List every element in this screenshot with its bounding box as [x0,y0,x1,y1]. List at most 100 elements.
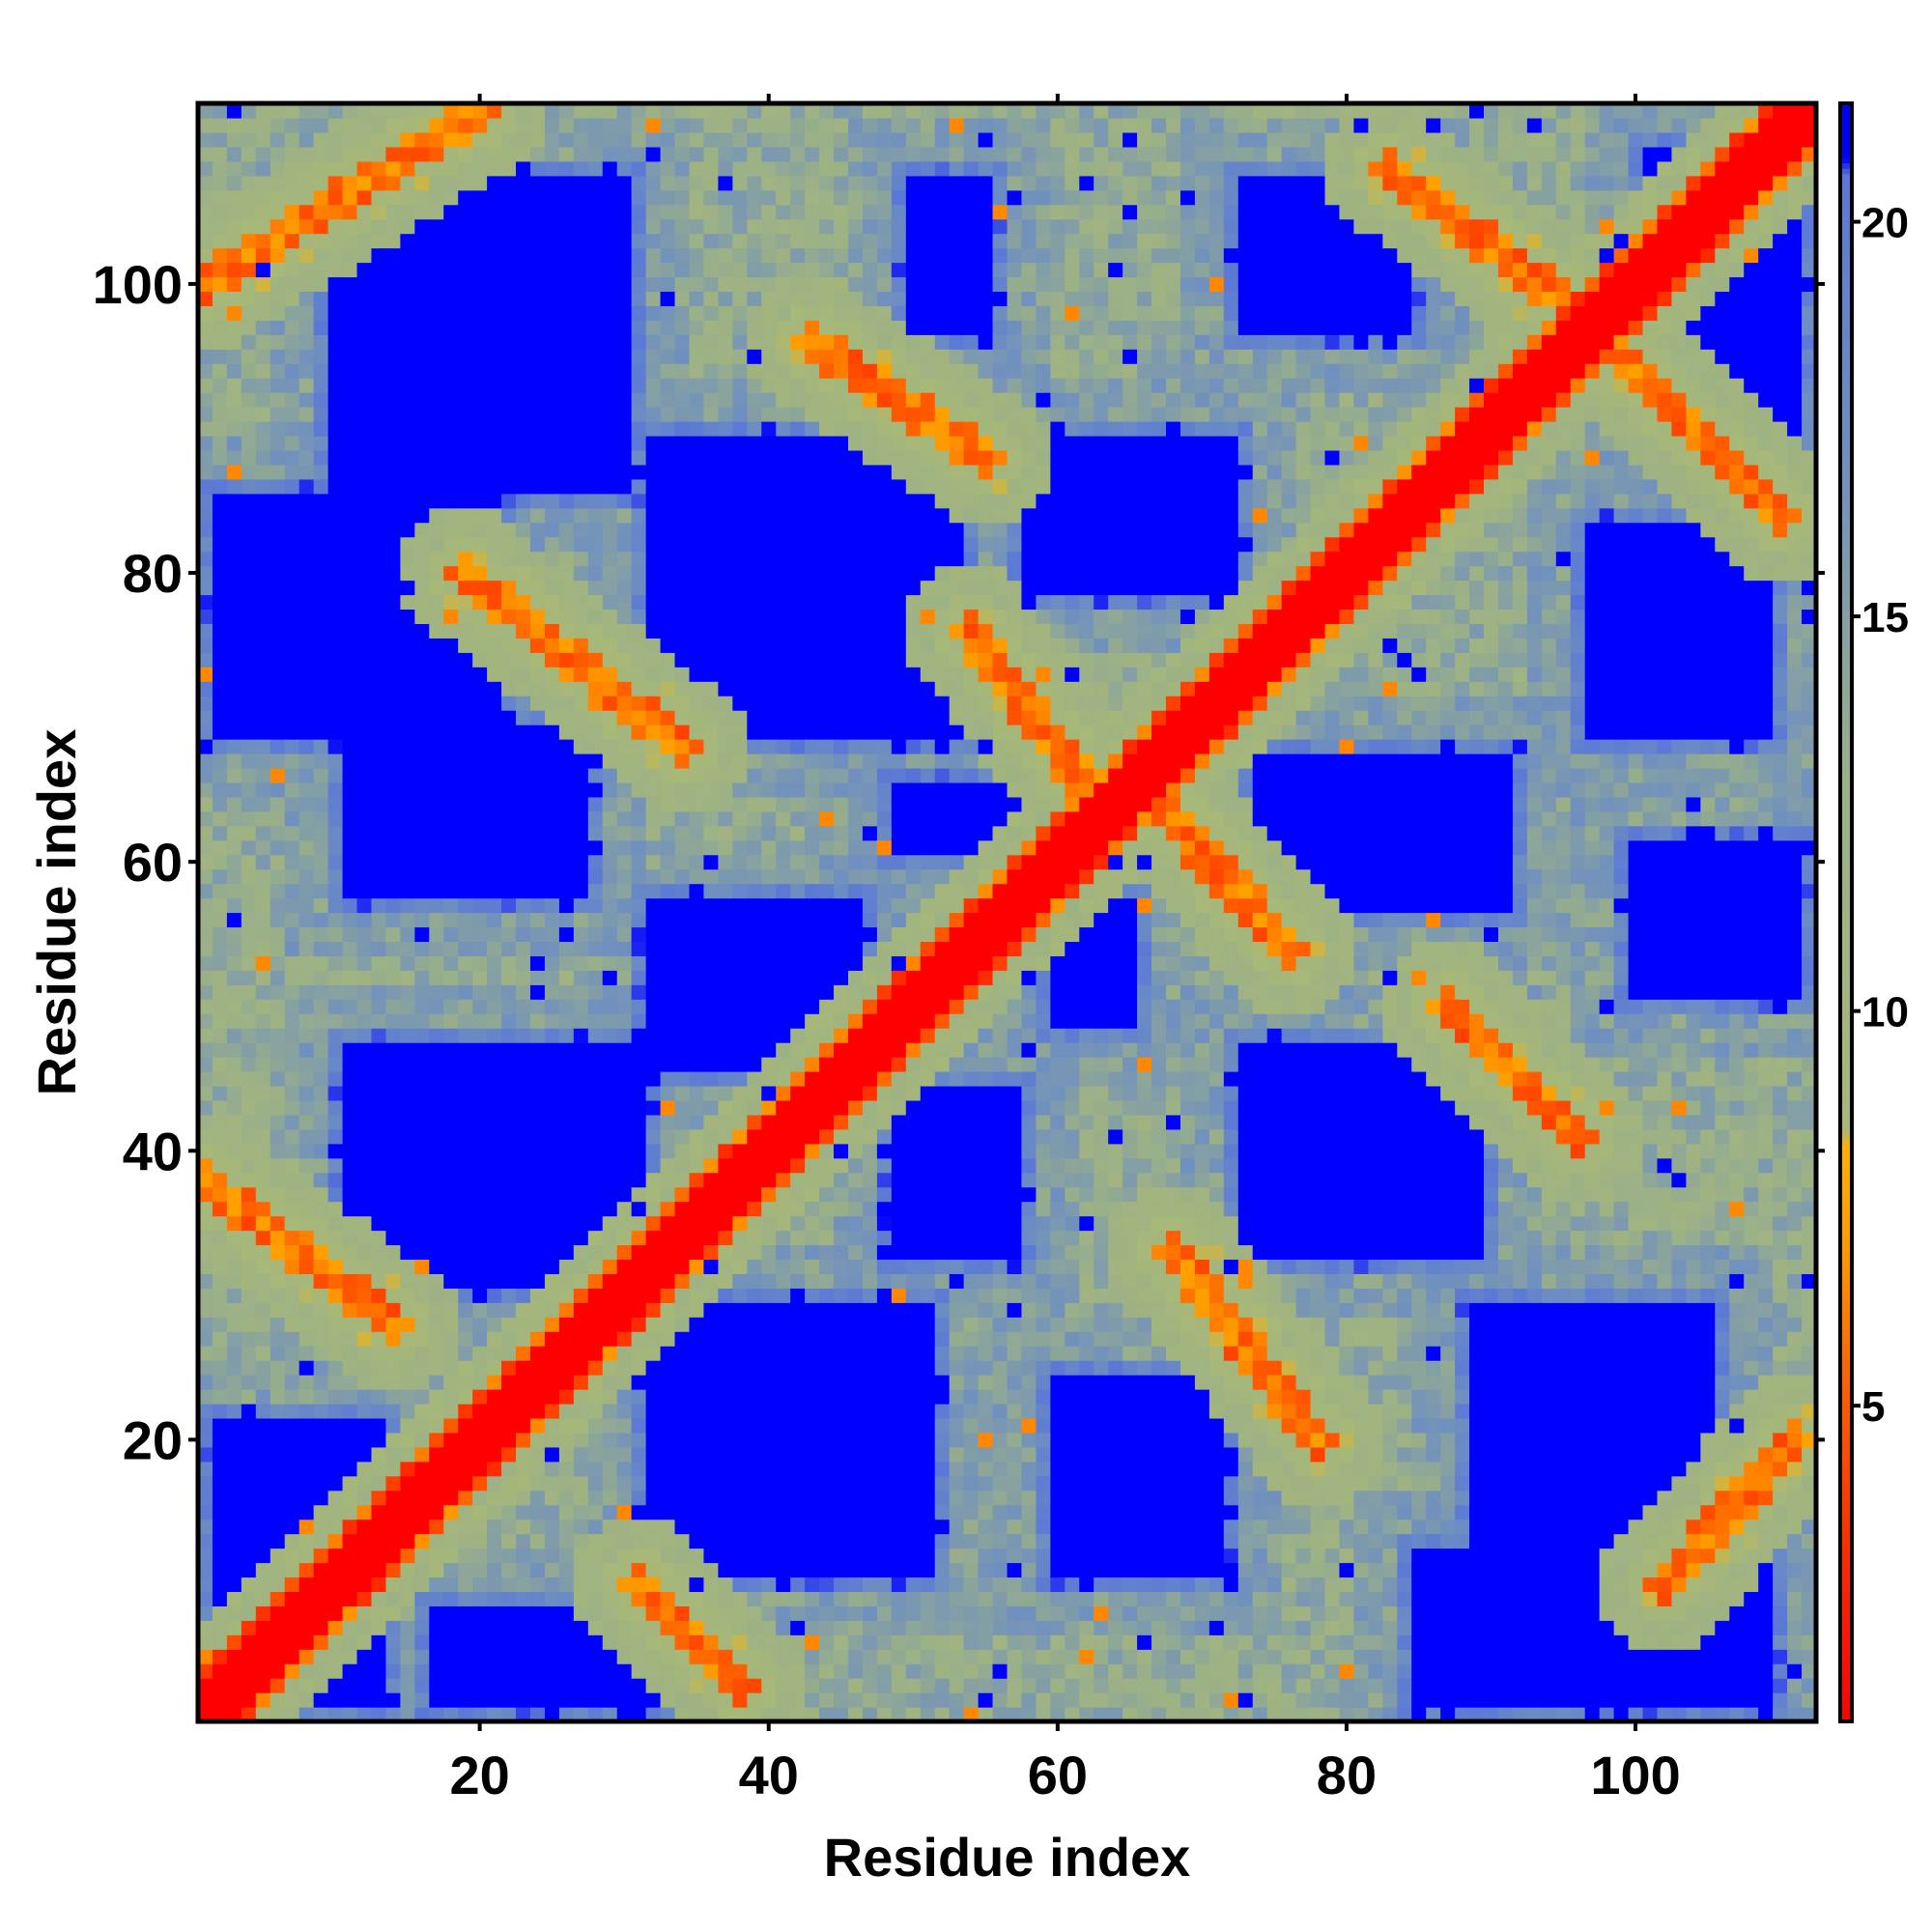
heatmap-cell [732,421,748,437]
heatmap-cell [645,522,662,538]
heatmap-cell [616,103,633,119]
heatmap-cell [356,320,373,335]
heatmap-cell [631,1013,647,1029]
heatmap-cell [776,810,791,827]
heatmap-cell [544,1057,560,1072]
heatmap-cell [255,1446,271,1463]
heatmap-cell [414,522,430,538]
heatmap-cell [790,305,806,321]
heatmap-cell [284,652,300,668]
heatmap-cell [371,1490,387,1506]
heatmap-cell [718,1678,733,1693]
heatmap-cell [371,1461,387,1477]
heatmap-cell [529,1417,546,1434]
heatmap-cell [371,955,387,971]
heatmap-cell [327,478,344,495]
heatmap-cell [616,609,633,624]
heatmap-cell [198,724,213,740]
heatmap-cell [255,160,271,177]
heatmap-cell [703,247,719,264]
heatmap-cell [443,1446,459,1463]
heatmap-cell [284,897,300,914]
heatmap-cell [298,1042,315,1058]
heatmap-cell [270,204,286,220]
heatmap-cell [602,435,618,451]
heatmap-cell [616,1302,633,1318]
heatmap-cell [573,276,589,293]
heatmap-cell [371,1475,387,1492]
heatmap-cell [356,1403,373,1419]
heatmap-cell [356,407,373,422]
heatmap-cell [747,1577,762,1593]
heatmap-cell [631,378,647,393]
heatmap-cell [790,1331,806,1347]
heatmap-cell [660,1346,676,1361]
heatmap-cell [241,1057,257,1072]
heatmap-cell [747,1013,762,1029]
heatmap-cell [270,1013,286,1029]
heatmap-cell [718,710,733,725]
heatmap-cell [558,146,575,162]
heatmap-cell [718,1028,733,1043]
heatmap-cell [371,160,387,177]
heatmap-cell [660,218,676,235]
heatmap-cell [790,1490,806,1506]
heatmap-cell [761,710,777,725]
heatmap-cell [516,320,531,335]
heatmap-cell [487,565,502,582]
heatmap-cell [805,839,820,856]
heatmap-cell [631,1620,647,1635]
heatmap-cell [472,1548,488,1564]
heatmap-cell [198,464,213,480]
heatmap-cell [284,781,300,798]
heatmap-cell [212,378,228,393]
heatmap-cell [241,970,257,985]
heatmap-cell [631,1114,647,1130]
heatmap-cell [212,825,228,841]
heatmap-cell [284,320,300,335]
heatmap-cell [703,1591,719,1606]
heatmap-cell [631,276,647,293]
heatmap-cell [516,565,531,582]
heatmap-cell [356,1446,373,1463]
heatmap-cell [501,565,517,582]
heatmap-cell [587,1649,604,1664]
heatmap-cell [776,999,791,1014]
heatmap-cell [805,984,820,1000]
heatmap-cell [516,305,531,321]
heatmap-cell [472,1201,488,1217]
heatmap-cell [602,146,618,162]
heatmap-cell [472,449,488,466]
heatmap-cell [443,131,459,148]
heatmap-cell [458,334,473,350]
heatmap-cell [587,1230,604,1246]
heatmap-cell [443,1259,459,1274]
heatmap-cell [703,767,719,783]
heatmap-cell [472,854,488,870]
heatmap-cell [805,1317,820,1332]
heatmap-cell [414,1346,430,1361]
heatmap-cell [776,1259,791,1274]
heatmap-cell [298,131,315,148]
heatmap-cell [270,1605,286,1621]
heatmap-cell [313,984,329,1000]
heatmap-cell [674,753,691,769]
heatmap-cell [747,1057,762,1072]
heatmap-cell [241,868,257,885]
heatmap-cell [458,1360,473,1376]
heatmap-cell [443,1417,459,1434]
heatmap-cell [529,1620,546,1635]
heatmap-cell [674,565,691,582]
heatmap-cell [241,131,257,148]
heatmap-cell [645,767,662,783]
heatmap-cell [689,1692,705,1708]
heatmap-cell [544,724,560,740]
heatmap-cell [616,1360,633,1376]
heatmap-cell [501,1620,517,1635]
heatmap-cell [472,696,488,711]
heatmap-cell [356,1273,373,1289]
heatmap-cell [819,623,835,639]
heatmap-cell [631,435,647,451]
heatmap-cell [516,1562,531,1578]
heatmap-cell [226,1099,242,1116]
